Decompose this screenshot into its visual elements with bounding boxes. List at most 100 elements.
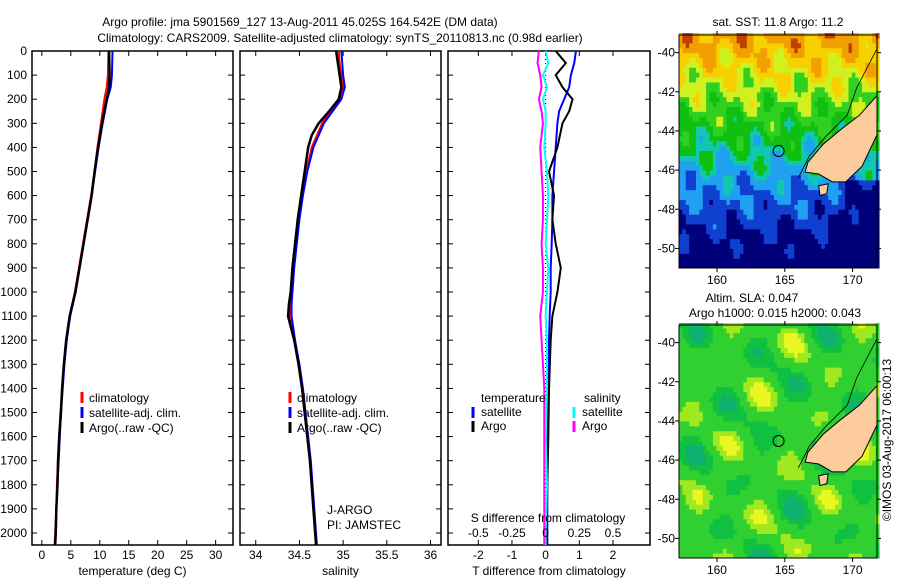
- map-cell: [733, 401, 738, 407]
- map-cell: [797, 509, 802, 515]
- map-cell: [838, 204, 843, 210]
- map-cell: [699, 130, 704, 137]
- map-cell: [801, 170, 805, 176]
- map-cell: [682, 194, 687, 200]
- map-cell: [851, 253, 856, 259]
- map-cell: [695, 499, 700, 505]
- map-cell: [702, 214, 707, 220]
- map-cell: [719, 337, 724, 344]
- map-cell: [743, 91, 748, 98]
- map-cell: [679, 91, 683, 98]
- map-cell: [797, 543, 802, 549]
- map-cell: [746, 223, 751, 230]
- map-cell: [777, 57, 782, 63]
- map-cell: [797, 548, 802, 554]
- map-cell: [794, 57, 799, 63]
- map-cell: [770, 352, 775, 358]
- map-cell: [773, 411, 778, 417]
- map-cell: [760, 420, 765, 427]
- map-cell: [746, 445, 751, 451]
- map-cell: [699, 248, 704, 254]
- map-cell: [695, 150, 700, 156]
- map-cell: [811, 81, 816, 88]
- map-cell: [685, 101, 690, 107]
- y-tick-label: 1600: [0, 430, 27, 444]
- map-cell: [784, 411, 788, 417]
- map-cell: [834, 204, 839, 210]
- map-cell: [736, 391, 741, 397]
- map-cell: [868, 67, 873, 73]
- map-cell: [780, 145, 785, 152]
- map-cell: [702, 47, 707, 54]
- map-cell: [702, 223, 707, 230]
- map-cell: [821, 42, 826, 49]
- map-cell: [773, 518, 778, 525]
- map-cell: [801, 499, 805, 505]
- map-cell: [685, 342, 690, 349]
- map-cell: [740, 67, 744, 73]
- map-cell: [845, 121, 850, 127]
- map-cell: [797, 116, 802, 122]
- map-cell: [753, 233, 758, 240]
- map-cell: [760, 504, 765, 510]
- map-cell: [753, 116, 758, 122]
- map-cell: [875, 233, 880, 240]
- map-cell: [723, 238, 727, 245]
- map-cell: [750, 214, 755, 220]
- map-cell: [794, 474, 799, 481]
- map-cell: [709, 367, 714, 373]
- map-cell: [780, 435, 785, 442]
- map-cell: [767, 386, 772, 393]
- map-cell: [695, 352, 700, 358]
- map-cell: [719, 57, 724, 63]
- map-cell: [807, 327, 812, 334]
- map-cell: [787, 106, 792, 112]
- map-cell: [831, 52, 836, 59]
- map-cell: [804, 533, 809, 539]
- map-cell: [780, 352, 785, 358]
- map-cell: [780, 499, 785, 505]
- map-cell: [682, 160, 687, 166]
- map-cell: [716, 204, 721, 210]
- map-cell: [821, 194, 826, 200]
- map-cell: [801, 72, 805, 78]
- map-cell: [740, 111, 744, 117]
- map-cell: [756, 91, 761, 98]
- map-cell: [814, 130, 819, 137]
- map-cell: [753, 386, 758, 393]
- map-cell: [743, 464, 748, 471]
- map-cell: [709, 357, 714, 363]
- map-cell: [723, 528, 727, 535]
- map-cell: [797, 474, 802, 481]
- map-cell: [851, 243, 856, 249]
- map-cell: [814, 184, 819, 191]
- map-cell: [807, 145, 812, 152]
- map-cell: [818, 37, 822, 44]
- map-cell: [804, 194, 809, 200]
- map-cell: [709, 223, 714, 230]
- map-cell: [743, 189, 748, 196]
- map-cell: [729, 150, 734, 156]
- map-cell: [756, 523, 761, 530]
- map-cell: [821, 52, 826, 59]
- map-cell: [794, 464, 799, 471]
- map-cell: [760, 553, 765, 559]
- map-cell: [750, 533, 755, 539]
- map-cell: [811, 258, 816, 264]
- map-cell: [767, 184, 772, 191]
- map-cell: [780, 258, 785, 264]
- map-cell: [787, 499, 792, 505]
- map-cell: [834, 106, 839, 112]
- map-cell: [723, 357, 727, 363]
- map-cell: [831, 42, 836, 49]
- map-cell: [743, 243, 748, 249]
- map-cell: [682, 233, 687, 240]
- map-cell: [770, 323, 775, 329]
- map-cell: [726, 150, 731, 156]
- map-cell: [740, 184, 744, 191]
- map-cell: [807, 430, 812, 437]
- map-cell: [733, 523, 738, 530]
- map-cell: [767, 179, 772, 186]
- map-cell: [733, 543, 738, 549]
- map-cell: [709, 455, 714, 461]
